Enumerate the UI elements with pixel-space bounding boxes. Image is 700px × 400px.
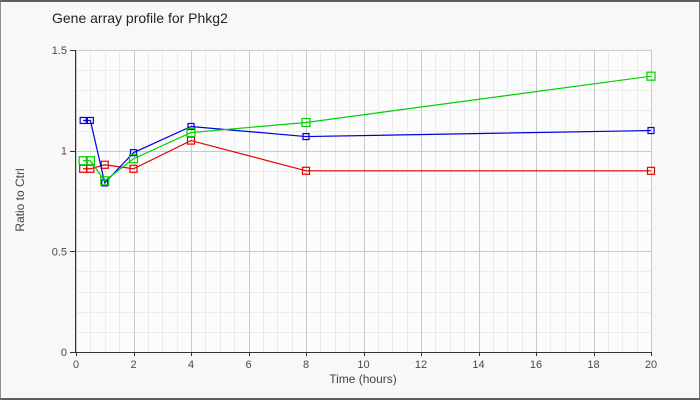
svg-text:6: 6: [245, 359, 251, 371]
svg-text:0: 0: [73, 359, 79, 371]
data-point-marker: [79, 116, 87, 125]
data-point-marker: [86, 116, 94, 125]
red-series: [79, 136, 656, 175]
svg-text:20: 20: [645, 359, 657, 371]
series-line: [83, 119, 652, 185]
plot-area: [76, 50, 651, 352]
data-point-marker: [647, 126, 655, 135]
data-point-marker: [100, 176, 110, 186]
svg-text:2: 2: [130, 359, 136, 371]
data-point-marker: [85, 156, 95, 166]
series-line: [83, 75, 652, 182]
data-point-marker: [78, 156, 88, 166]
data-point-marker: [302, 132, 310, 141]
svg-text:8: 8: [303, 359, 309, 371]
chart-title: Gene array profile for Phkg2: [52, 10, 228, 26]
x-tick-labels: 0 2 4 6 8 10 12 14 16 18 20: [73, 359, 657, 371]
data-point-marker: [100, 160, 109, 169]
svg-text:12: 12: [415, 359, 427, 371]
data-point-marker: [128, 154, 139, 164]
svg-text:10: 10: [357, 359, 369, 371]
data-point-marker: [129, 149, 138, 157]
y-tick-labels: 0 0.5 1 1.5: [52, 45, 67, 359]
svg-text:1.5: 1.5: [52, 45, 67, 57]
data-point-marker: [129, 164, 138, 173]
svg-text:0: 0: [61, 347, 67, 359]
svg-text:18: 18: [587, 359, 599, 371]
x-axis-title: Time (hours): [329, 372, 397, 386]
data-point-marker: [187, 122, 195, 131]
data-point-marker: [301, 166, 311, 175]
green-series: [78, 71, 656, 186]
svg-text:4: 4: [188, 359, 194, 371]
data-point-marker: [301, 117, 311, 128]
svg-text:1: 1: [61, 146, 67, 158]
svg-text:14: 14: [472, 359, 484, 371]
svg-text:16: 16: [530, 359, 542, 371]
blue-series: [79, 116, 655, 187]
axes: [70, 50, 652, 356]
svg-text:0.5: 0.5: [52, 246, 67, 258]
data-point-marker: [646, 166, 656, 175]
data-point-marker: [646, 71, 656, 81]
series-line: [83, 139, 651, 172]
data-point-marker: [186, 127, 196, 138]
